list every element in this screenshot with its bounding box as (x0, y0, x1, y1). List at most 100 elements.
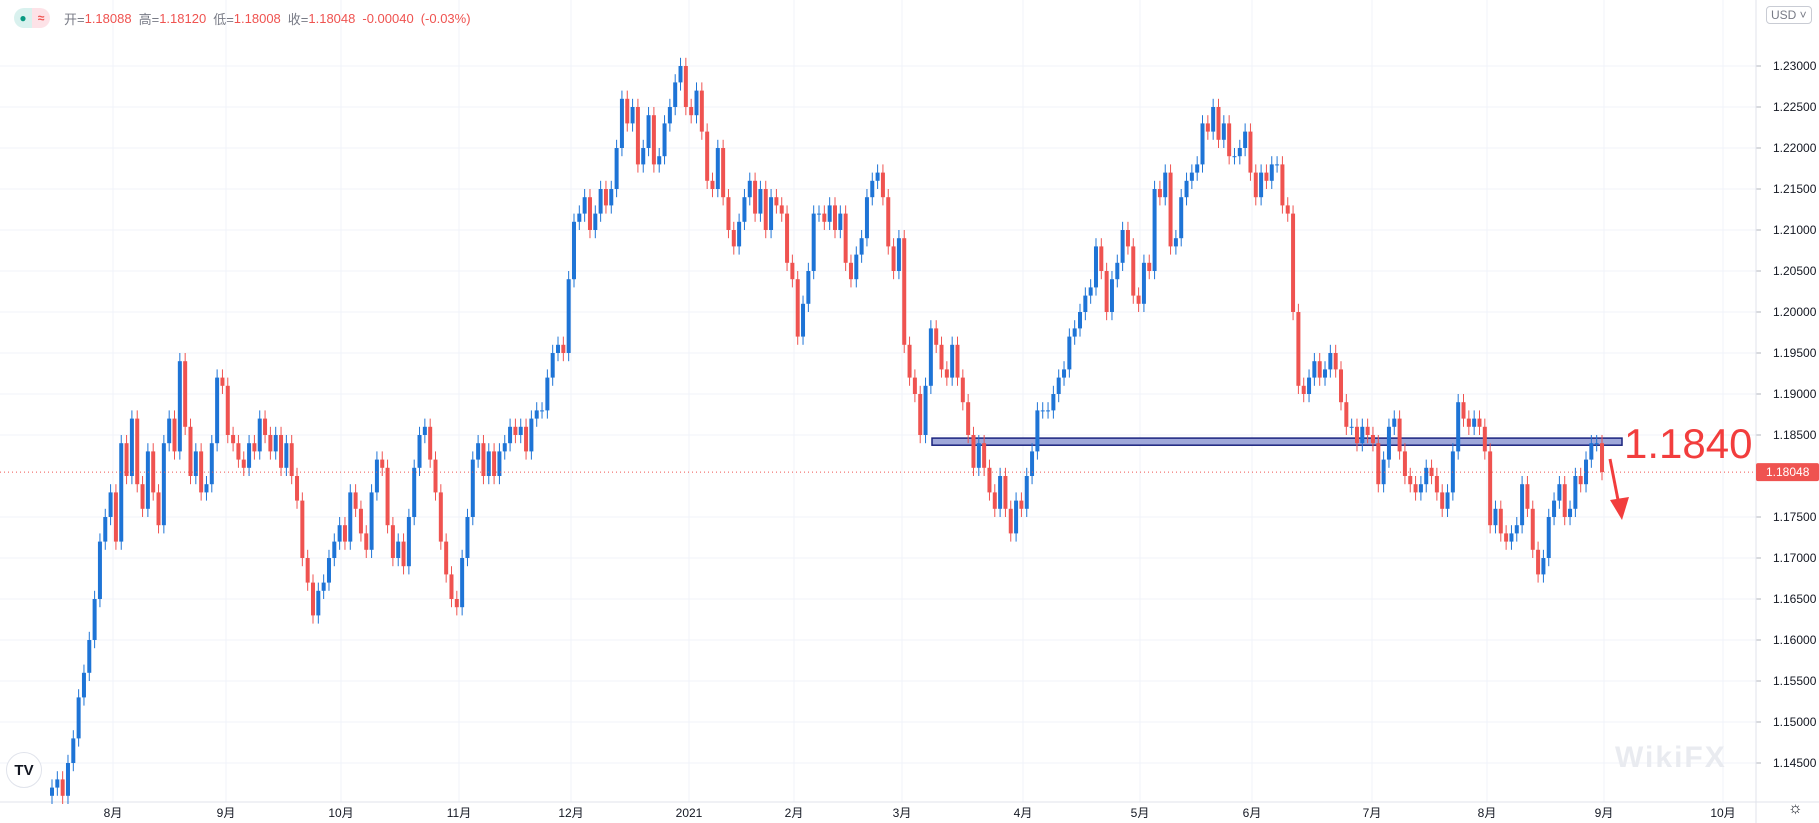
candle-body (614, 148, 619, 189)
candle-body (950, 344, 955, 378)
candle-body (476, 443, 481, 460)
candle-body (1466, 418, 1471, 427)
candle-body (1493, 508, 1498, 526)
candle-body (241, 459, 246, 468)
candle-body (1141, 262, 1146, 304)
candle-body (609, 189, 614, 206)
candle-body (524, 426, 529, 452)
candle-body (742, 197, 747, 222)
low-value: 1.18008 (233, 10, 281, 26)
candle-body (577, 213, 582, 222)
candle-body (81, 672, 86, 698)
candle-body (310, 582, 315, 616)
candle-body (1173, 238, 1178, 247)
candle-body (161, 443, 166, 526)
candle-body (875, 172, 880, 181)
candle-body (1472, 418, 1477, 427)
x-tick-label: 8月 (1478, 806, 1497, 820)
candle-body (1397, 418, 1402, 452)
candle-body (1600, 443, 1604, 473)
candle-body (1157, 189, 1162, 198)
candle-body (1232, 156, 1237, 158)
candle-body (1056, 377, 1061, 394)
candle-body (1552, 500, 1557, 517)
candle-body (1104, 271, 1109, 312)
close-label: 收= (287, 11, 309, 27)
candle-body (534, 410, 539, 419)
candle-body (1259, 172, 1264, 198)
candle-body (289, 443, 294, 476)
candle-body (1152, 189, 1157, 271)
candle-body (1488, 451, 1493, 526)
candle-body (1088, 287, 1093, 296)
candle-body (694, 90, 699, 116)
high-value: 1.18120 (159, 10, 207, 26)
candle-body (1280, 164, 1285, 206)
candle-body (923, 385, 928, 435)
candle-body (1062, 369, 1067, 378)
candle-body (1594, 443, 1599, 445)
candle-body (1339, 369, 1344, 403)
candle-body (1200, 123, 1205, 165)
candle-body (801, 303, 806, 337)
settings-gear-icon[interactable]: ☼ (1788, 800, 1803, 817)
candle-body (1083, 295, 1088, 312)
candle-body (896, 238, 901, 271)
candle-body (1227, 123, 1232, 157)
currency-selector[interactable]: USD ˅ (1766, 6, 1812, 24)
series-toggle[interactable]: ● ≈ (14, 8, 50, 28)
candle-body (1562, 484, 1567, 517)
candle-body (1498, 508, 1503, 534)
candle-body (1520, 484, 1525, 526)
candle-body (438, 492, 443, 542)
candle-body (103, 517, 108, 542)
x-tick-label: 3月 (893, 806, 912, 820)
candle-body (1312, 361, 1317, 378)
x-tick-label: 7月 (1363, 806, 1382, 820)
candle-body (1168, 172, 1173, 247)
candle-body (1536, 549, 1541, 575)
candle-body (822, 213, 827, 222)
candle-body (145, 451, 150, 509)
candle-body (960, 377, 965, 403)
candle-body (247, 443, 252, 468)
candle-body (1120, 230, 1125, 263)
candle-body (380, 459, 385, 468)
candle-body (348, 492, 353, 542)
candle-body (513, 426, 518, 435)
candle-body (1541, 558, 1546, 575)
candle-body (417, 435, 422, 468)
candle-body (87, 640, 92, 673)
candle-body (635, 107, 640, 165)
candle-body (406, 517, 411, 567)
candle-body (710, 180, 715, 189)
candle-body (129, 418, 134, 476)
candle-body (790, 262, 795, 280)
candle-body (1429, 467, 1434, 476)
candle-body (390, 525, 395, 558)
candle-body (1461, 402, 1466, 419)
candle-body (412, 467, 417, 517)
candle-body (369, 492, 374, 550)
candle-body (65, 763, 70, 796)
x-tick-label: 4月 (1014, 806, 1033, 820)
y-tick-label: 1.19000 (1773, 387, 1817, 401)
candle-body (92, 599, 97, 640)
candle-body (1440, 492, 1445, 509)
candle-body (316, 590, 321, 616)
candle-body (449, 574, 454, 599)
candle-body (55, 779, 60, 788)
candle-body (353, 492, 358, 509)
candle-body (492, 451, 497, 476)
candle-body (1003, 476, 1008, 509)
candle-body (582, 197, 587, 214)
candle-body (486, 451, 491, 476)
dot-icon: ● (14, 8, 32, 28)
tradingview-logo[interactable]: TV (6, 752, 42, 788)
y-tick-label: 1.15000 (1773, 715, 1817, 729)
candle-body (1237, 148, 1242, 157)
candle-body (646, 115, 651, 148)
y-tick-label: 1.23000 (1773, 59, 1817, 73)
candle-body (1211, 107, 1216, 132)
